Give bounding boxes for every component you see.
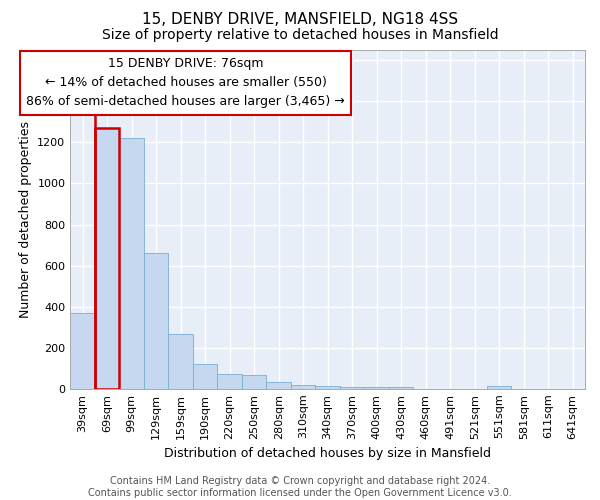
Text: Size of property relative to detached houses in Mansfield: Size of property relative to detached ho…	[101, 28, 499, 42]
Bar	[119, 138, 144, 389]
Bar	[316, 386, 340, 389]
Y-axis label: Number of detached properties: Number of detached properties	[19, 121, 32, 318]
Bar	[144, 254, 169, 389]
Bar	[291, 385, 316, 389]
Bar	[242, 376, 266, 389]
Bar	[364, 387, 389, 389]
Text: 15, DENBY DRIVE, MANSFIELD, NG18 4SS: 15, DENBY DRIVE, MANSFIELD, NG18 4SS	[142, 12, 458, 28]
Text: Contains HM Land Registry data © Crown copyright and database right 2024.
Contai: Contains HM Land Registry data © Crown c…	[88, 476, 512, 498]
Bar	[70, 313, 95, 389]
Bar	[389, 388, 413, 389]
Bar	[266, 382, 291, 389]
X-axis label: Distribution of detached houses by size in Mansfield: Distribution of detached houses by size …	[164, 447, 491, 460]
Text: 15 DENBY DRIVE: 76sqm
← 14% of detached houses are smaller (550)
86% of semi-det: 15 DENBY DRIVE: 76sqm ← 14% of detached …	[26, 58, 345, 108]
Bar	[193, 364, 217, 389]
Bar	[95, 128, 119, 389]
Bar	[217, 374, 242, 389]
Bar	[169, 334, 193, 389]
Bar	[340, 387, 364, 389]
Bar	[487, 386, 511, 389]
Bar	[95, 128, 119, 389]
